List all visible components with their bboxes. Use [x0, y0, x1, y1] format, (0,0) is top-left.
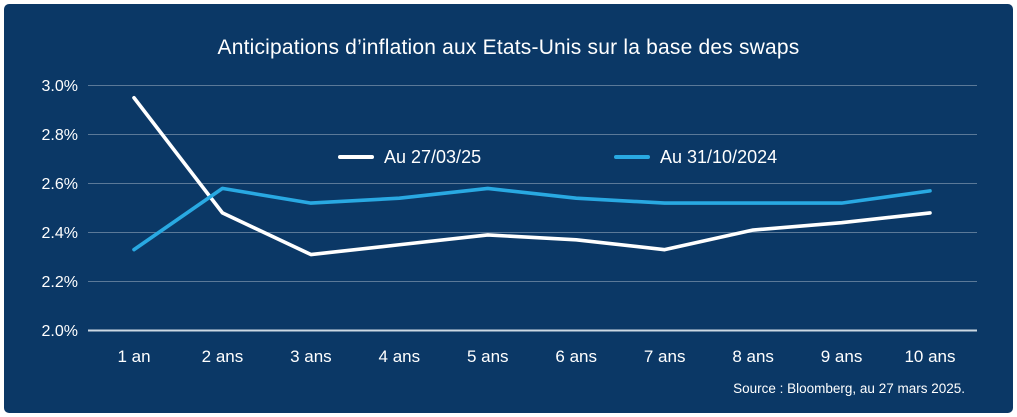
- series-line-previous: [132, 186, 932, 252]
- x-tick-label: 8 ans: [732, 347, 774, 366]
- x-tick-label: 7 ans: [644, 347, 686, 366]
- legend-line-white-swatch: [338, 155, 374, 159]
- series-line-current: [132, 95, 932, 257]
- chart-title: Anticipations d’inflation aux Etats-Unis…: [217, 36, 800, 59]
- x-tick-label: 5 ans: [467, 347, 509, 366]
- x-tick-label: 2 ans: [202, 347, 244, 366]
- chart-panel: 3.0% 2.8% 2.6% 2.4% 2.2% 2.0% 1 an 2 ans 3 ans 4 …: [4, 4, 1013, 413]
- legend-label-previous: Au 31/10/2024: [660, 146, 778, 167]
- y-tick-label: 3.0%: [42, 78, 78, 95]
- legend-item-previous: Au 31/10/2024: [614, 147, 777, 167]
- source-note: Source : Bloomberg, au 27 mars 2025.: [733, 381, 965, 396]
- x-tick-label: 1 an: [117, 347, 150, 366]
- y-tick-label: 2.4%: [42, 225, 78, 242]
- x-tick-label: 3 ans: [290, 347, 332, 366]
- x-tick-label: 6 ans: [555, 347, 597, 366]
- y-tick-label: 2.6%: [42, 176, 78, 193]
- x-tick-label: 9 ans: [821, 347, 863, 366]
- legend-line-blue-swatch: [614, 155, 650, 159]
- x-tick-label: 4 ans: [379, 347, 421, 366]
- legend-label-current: Au 27/03/25: [384, 146, 482, 167]
- y-tick-label: 2.0%: [42, 323, 78, 340]
- y-tick-label: 2.2%: [42, 274, 78, 291]
- legend-item-current: Au 27/03/25: [338, 147, 481, 167]
- x-tick-label: 10 ans: [904, 347, 955, 366]
- line-chart: 3.0% 2.8% 2.6% 2.4% 2.2% 2.0% 1 an 2 ans 3 ans 4 …: [42, 78, 977, 366]
- y-tick-label: 2.8%: [42, 127, 78, 144]
